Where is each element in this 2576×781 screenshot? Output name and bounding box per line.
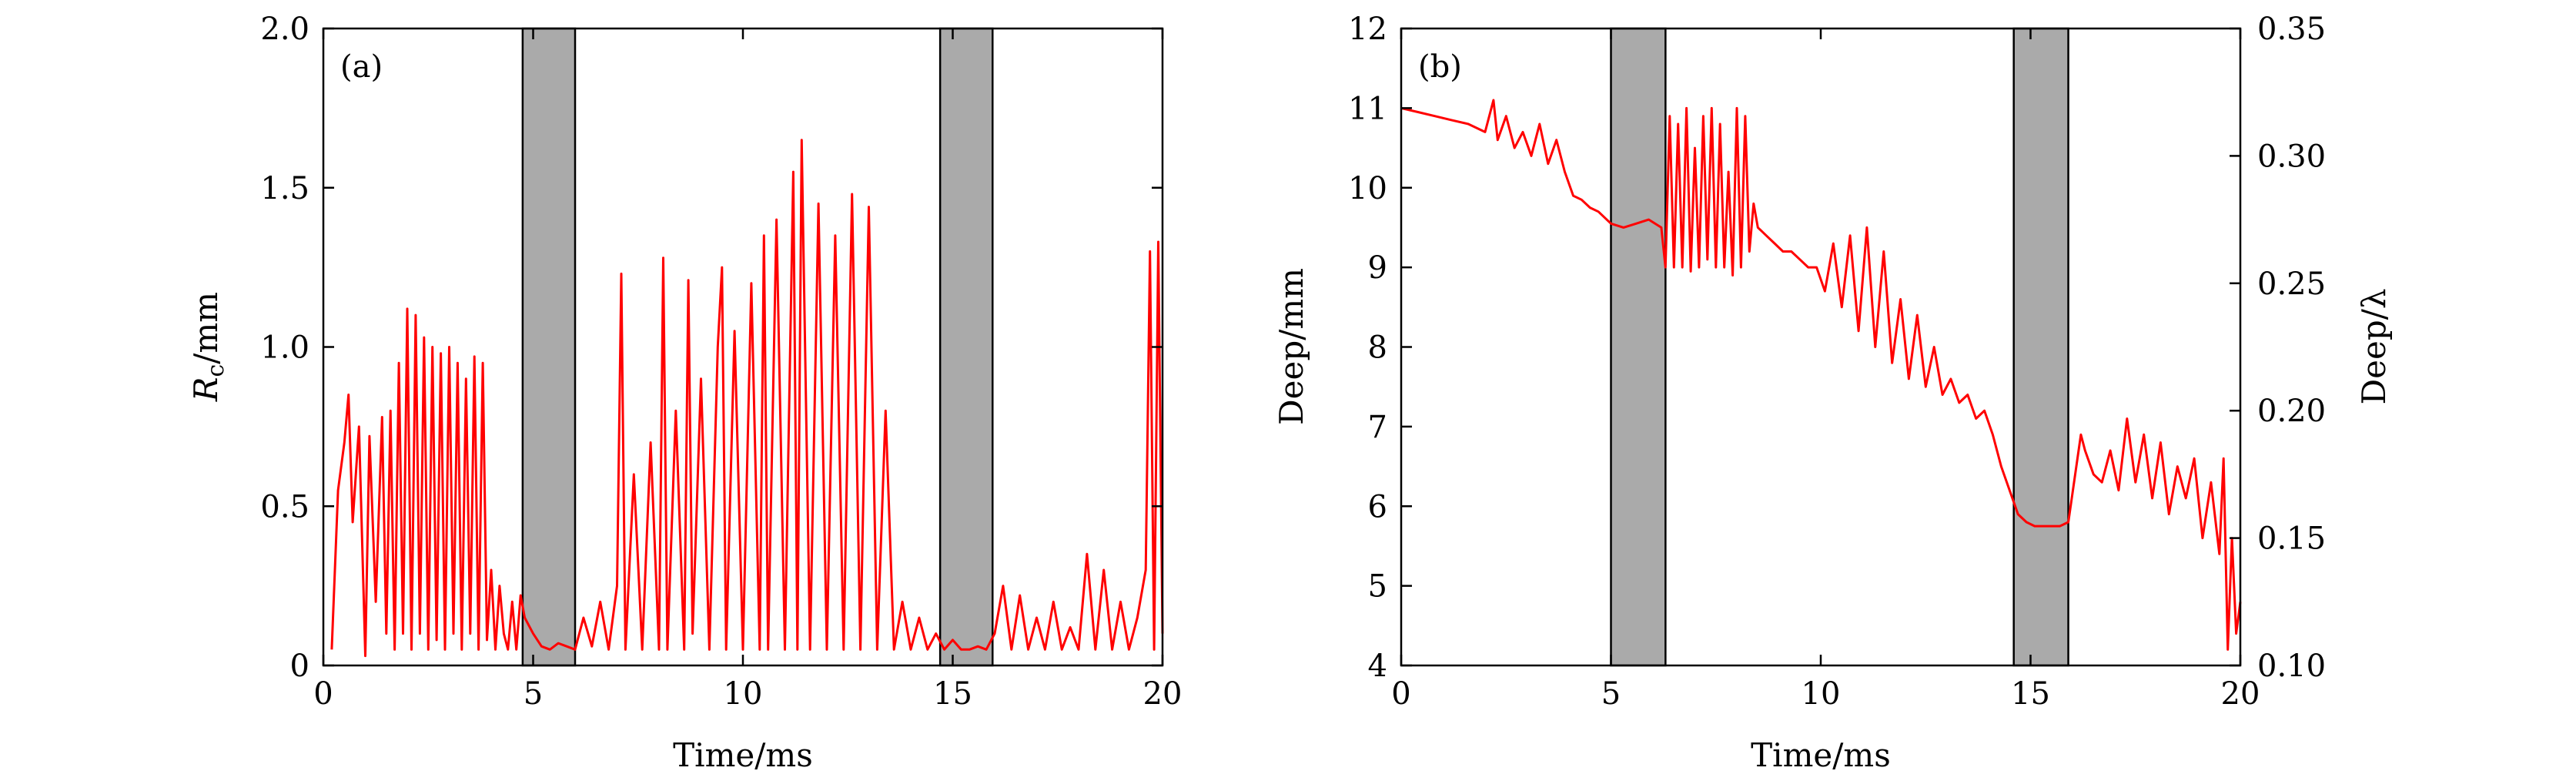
x-tick-label: 15 <box>933 676 972 712</box>
y-tick-label: 5 <box>1368 569 1387 605</box>
panel-a-chart: 0 5 10 15 20 0 0.5 1.0 1.5 2.0 (a) Time/ms Rc/mm <box>187 12 1182 774</box>
y-tick-label: 7 <box>1368 410 1387 445</box>
panel-a-y-ticks: 0 0.5 1.0 1.5 2.0 <box>260 12 1163 684</box>
y-tick-label: 4 <box>1368 649 1387 684</box>
y-tick-label: 1.5 <box>260 171 309 206</box>
panel-a-x-axis-label: Time/ms <box>673 736 813 774</box>
panel-b-shaded-regions <box>1610 27 2069 667</box>
y-tick-label: 9 <box>1368 250 1387 286</box>
panel-a-y-axis-symbol: R <box>187 377 225 403</box>
series-line-1 <box>330 139 1164 658</box>
y-tick-label: 0.5 <box>260 489 309 525</box>
panel-a-y-axis-subscript: c <box>202 364 229 377</box>
x-tick-label: 5 <box>524 676 543 712</box>
shaded-region-2 <box>2012 27 2069 667</box>
panel-a-tag: (a) <box>340 49 383 85</box>
panel-b-x-axis-label: Time/ms <box>1751 736 1891 774</box>
x-tick-label: 20 <box>2221 676 2260 712</box>
y-tick-label: 0 <box>290 649 309 684</box>
y-tick-label: 8 <box>1368 330 1387 366</box>
panel-a-y-axis-unit: /mm <box>187 292 225 364</box>
y-tick-label: 1.0 <box>260 330 309 366</box>
panel-b-series <box>1400 99 2242 651</box>
right-y-tick-label: 0.15 <box>2257 521 2326 557</box>
right-y-tick-label: 0.35 <box>2257 12 2326 47</box>
panel-a-series <box>330 139 1164 658</box>
panel-b-left-y-axis-label: Deep/mm <box>1273 268 1310 425</box>
panel-b-left-y-ticks: 4 5 6 7 8 9 10 11 12 <box>1348 12 1412 684</box>
series-line-1 <box>1400 99 2242 651</box>
shaded-region-1 <box>521 27 577 667</box>
x-tick-label: 5 <box>1601 676 1621 712</box>
panel-a-shaded-regions <box>521 27 994 667</box>
panel-b-tag: (b) <box>1418 49 1462 85</box>
x-tick-label: 20 <box>1143 676 1183 712</box>
y-tick-label: 6 <box>1368 489 1387 525</box>
y-tick-label: 12 <box>1348 12 1387 47</box>
y-tick-label: 10 <box>1348 171 1387 206</box>
panel-a-y-axis-label: Rc/mm <box>187 292 229 402</box>
x-tick-label: 0 <box>313 676 333 712</box>
right-y-tick-label: 0.10 <box>2257 649 2326 684</box>
panel-b-right-y-axis-label: Deep/λ <box>2355 288 2393 404</box>
shaded-region-1 <box>1610 27 1667 667</box>
right-y-tick-label: 0.20 <box>2257 394 2326 429</box>
panel-b-frame <box>1400 27 2242 667</box>
x-tick-label: 15 <box>2011 676 2050 712</box>
panel-a-x-ticks: 0 5 10 15 20 <box>313 28 1182 712</box>
shaded-region-2 <box>938 27 994 667</box>
right-y-tick-label: 0.30 <box>2257 139 2326 174</box>
y-tick-label: 2.0 <box>260 12 309 47</box>
y-tick-label: 11 <box>1348 91 1387 126</box>
panel-b-right-y-ticks: 0.10 0.15 0.20 0.25 0.30 0.35 <box>2230 12 2326 684</box>
panel-b-x-ticks: 0 5 10 15 20 <box>1391 28 2260 712</box>
x-tick-label: 0 <box>1391 676 1410 712</box>
x-tick-label: 10 <box>1802 676 1841 712</box>
x-tick-label: 10 <box>724 676 763 712</box>
right-y-tick-label: 0.25 <box>2257 266 2326 302</box>
